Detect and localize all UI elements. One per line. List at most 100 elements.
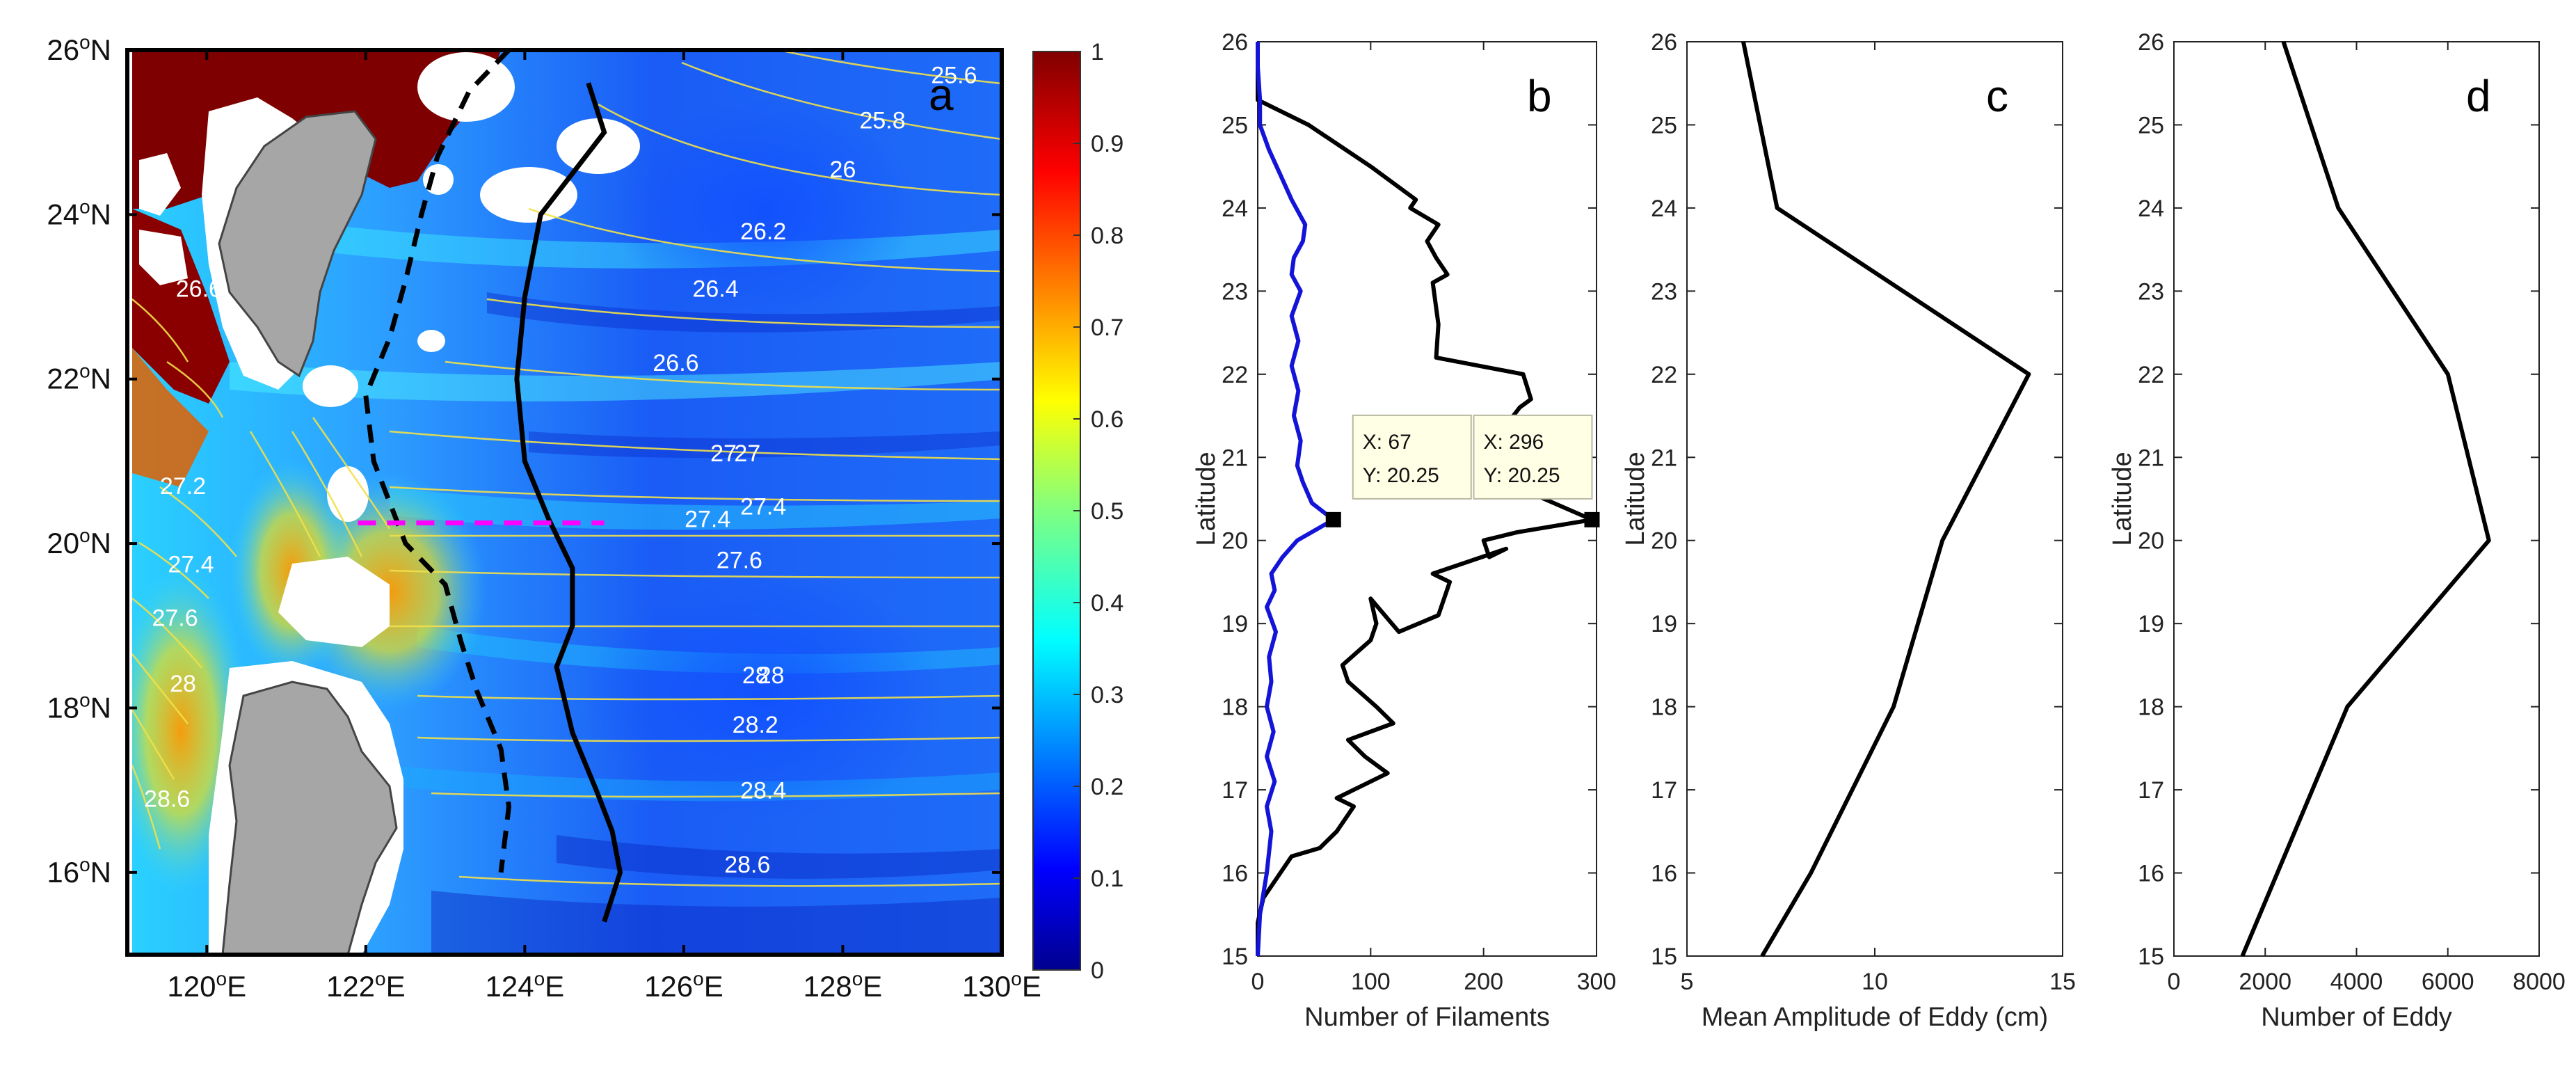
x-axis-label: Number of Eddy — [2261, 1003, 2452, 1032]
panel-label-a: a — [929, 70, 954, 120]
contour-label: 28 — [758, 662, 785, 689]
colorbar-tick-label: 0.8 — [1091, 223, 1123, 249]
no-data-mask-babuyan — [327, 466, 369, 522]
contour-label: 26.2 — [740, 218, 786, 245]
y-tick-label: 26 — [1222, 29, 1248, 56]
land-luzon — [221, 681, 398, 955]
y-tick-label: 18 — [1651, 694, 1677, 721]
contour-label: 26.4 — [693, 276, 739, 303]
contour-label: 27 — [710, 440, 737, 467]
contour-label: 26.6 — [176, 276, 222, 303]
datatip-box[interactable] — [1473, 414, 1593, 500]
series-line-amplitude — [1741, 41, 2031, 957]
east-cool-patch-2 — [584, 571, 946, 821]
y-tick-label: 24 — [2138, 196, 2164, 222]
map-x-tick-label: 122oE — [326, 968, 406, 1003]
y-tick-label: 21 — [2138, 445, 2164, 471]
datatip-marker[interactable] — [1584, 511, 1600, 527]
contour-label: 28.4 — [740, 777, 786, 804]
colorbar: 0 0.1 0.2 0.3 0.4 0.5 0.6 0.7 0.8 0.9 1 — [1032, 39, 1123, 984]
x-tick-label: 100 — [1351, 969, 1391, 995]
y-tick-label: 22 — [2138, 362, 2164, 388]
no-data-mask-coast — [139, 153, 181, 216]
map-y-tick-label: 26oN — [47, 31, 111, 66]
map-y-tick-label: 24oN — [47, 196, 111, 230]
map-x-tick-label: 120oE — [167, 968, 246, 1003]
y-tick-label: 18 — [2138, 694, 2164, 721]
axes-box — [1686, 41, 2063, 957]
no-data-mask-batanes — [303, 365, 358, 407]
series-line-blue — [1256, 42, 1336, 957]
y-tick-label: 16 — [1651, 861, 1677, 887]
map-y-tick-label: 20oN — [47, 525, 111, 559]
no-data-mask-islands-5 — [417, 330, 445, 352]
x-tick-label: 4000 — [2330, 969, 2383, 995]
series-line-black — [1256, 42, 1594, 956]
y-tick-label: 25 — [2138, 112, 2164, 138]
y-tick-label: 18 — [1222, 694, 1248, 721]
y-tick-label: 16 — [2138, 861, 2164, 887]
contour-label: 28 — [742, 662, 769, 689]
solid-black-line — [514, 82, 623, 923]
x-tick-label: 10 — [1862, 969, 1888, 995]
map-x-tick-label: 130oE — [962, 968, 1041, 1003]
datatip-y: Y: 20.25 — [1484, 464, 1560, 487]
colorbar-gradient — [1032, 51, 1081, 971]
y-tick-label: 19 — [2138, 611, 2164, 637]
panel-label-b: b — [1527, 71, 1552, 121]
y-tick-label: 25 — [1222, 112, 1248, 138]
x-tick-label: 200 — [1464, 969, 1503, 995]
colorbar-tick-label: 0 — [1091, 957, 1104, 984]
y-tick-label: 15 — [1651, 944, 1677, 970]
datatip-marker[interactable] — [1325, 511, 1341, 527]
x-tick-label: 300 — [1577, 969, 1617, 995]
colorbar-tick-label: 0.7 — [1091, 315, 1123, 341]
y-tick-label: 19 — [1651, 611, 1677, 637]
colorbar-ticks: 0 0.1 0.2 0.3 0.4 0.5 0.6 0.7 0.8 0.9 1 — [1073, 39, 1123, 984]
colorbar-tick-label: 0.2 — [1091, 774, 1123, 800]
datatip-box[interactable] — [1352, 414, 1472, 500]
y-tick-label: 24 — [1222, 196, 1248, 222]
no-data-mask-islands-1 — [417, 52, 515, 122]
panel-label-d: d — [2466, 71, 2491, 121]
contour-label: 26.6 — [653, 350, 698, 376]
y-tick-label: 17 — [1651, 777, 1677, 804]
map-y-tick-label: 22oN — [47, 360, 111, 395]
y-tick-label: 17 — [1222, 777, 1248, 804]
contour-label: 27.6 — [717, 548, 762, 574]
no-data-mask-islands-3 — [480, 167, 577, 223]
coast-high-value — [132, 50, 306, 118]
no-data-mask-luzon-north — [278, 557, 390, 647]
map-y-tick-label: 18oN — [47, 689, 111, 724]
contour-label: 25.6 — [931, 62, 977, 88]
panel-b: 15 16 17 18 19 20 21 22 23 24 25 26 0 100 200 300 Number… — [1192, 29, 1616, 1032]
x-tick-label: 0 — [1251, 969, 1265, 995]
contour-label: 28 — [170, 671, 196, 697]
y-tick-label: 20 — [1651, 528, 1677, 555]
no-data-mask-islands-4 — [423, 164, 454, 195]
contour-label: 28.6 — [144, 786, 190, 812]
map-y-tick-label: 16oN — [47, 854, 111, 889]
contour-label: 28.2 — [733, 712, 778, 738]
y-tick-label: 20 — [2138, 528, 2164, 555]
y-tick-label: 26 — [1651, 29, 1677, 56]
dashed-black-line — [363, 50, 512, 873]
land-taiwan — [218, 110, 377, 378]
series-line-eddy-count — [2240, 41, 2491, 957]
datatip-x: X: 296 — [1484, 431, 1544, 454]
y-axis-label: Latitude — [1621, 452, 1650, 546]
y-axis-label: Latitude — [2108, 452, 2137, 546]
y-tick-label: 23 — [2138, 278, 2164, 305]
y-tick-label: 23 — [1222, 278, 1248, 305]
contour-label: 25.8 — [859, 107, 905, 134]
axes-box — [2173, 41, 2540, 957]
y-tick-label: 25 — [1651, 112, 1677, 138]
colorbar-tick-label: 0.3 — [1091, 682, 1123, 708]
contour-label: 26 — [830, 157, 856, 183]
datatip-x: X: 67 — [1363, 431, 1411, 454]
x-tick-label: 2000 — [2239, 969, 2291, 995]
colorbar-tick-label: 0.4 — [1091, 590, 1123, 616]
colorbar-tick-label: 0.5 — [1091, 498, 1123, 525]
y-tick-label: 22 — [1651, 362, 1677, 388]
